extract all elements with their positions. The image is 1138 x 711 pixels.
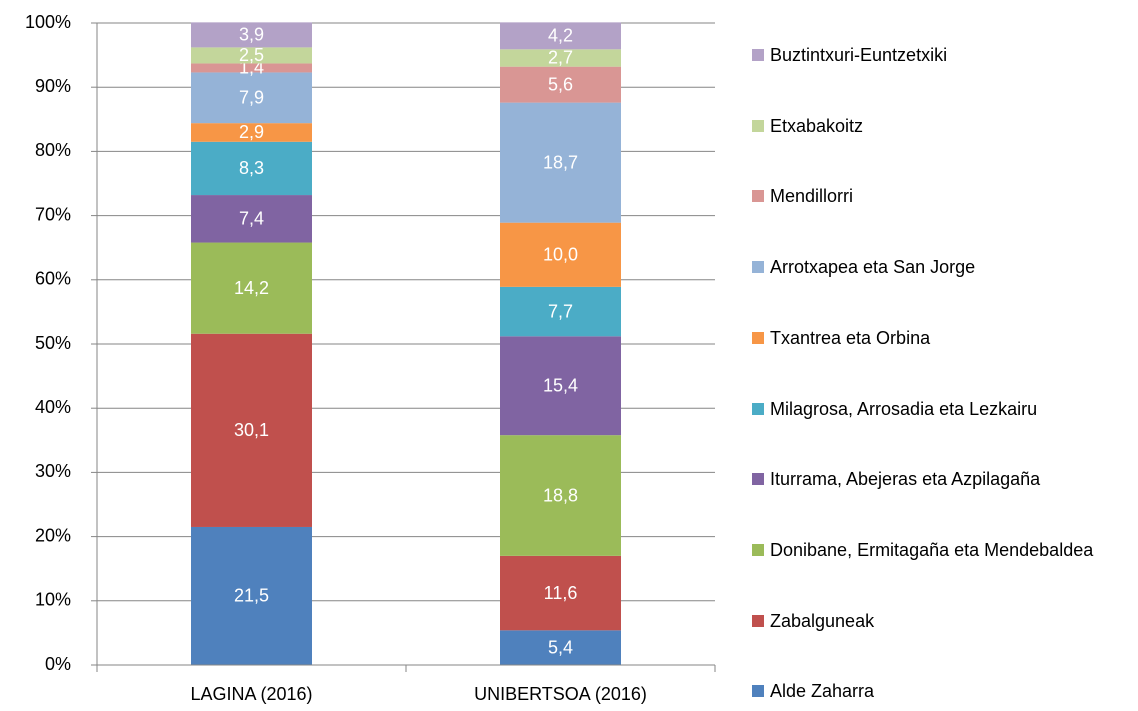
data-label: 18,7 bbox=[543, 152, 578, 172]
legend-swatch bbox=[752, 331, 764, 344]
legend-swatch bbox=[752, 543, 764, 556]
bar-segment bbox=[191, 141, 312, 196]
legend-item: Buztintxuri-Euntzetxiki bbox=[752, 43, 1132, 67]
legend-item: Mendillorri bbox=[752, 184, 1132, 208]
bar-segment bbox=[191, 526, 312, 665]
y-tick-label: 50% bbox=[35, 333, 71, 353]
bar-segment bbox=[500, 555, 621, 631]
data-label: 21,5 bbox=[234, 586, 269, 606]
data-label: 2,9 bbox=[239, 122, 264, 142]
y-tick-label: 0% bbox=[45, 654, 71, 674]
legend-label: Milagrosa, Arrosadia eta Lezkairu bbox=[770, 398, 1038, 419]
y-tick-label: 70% bbox=[35, 204, 71, 224]
legend-label: Donibane, Ermitagaña eta Mendebaldea bbox=[770, 539, 1094, 560]
legend-item: Donibane, Ermitagaña eta Mendebaldea bbox=[752, 538, 1132, 562]
legend-swatch bbox=[752, 261, 764, 274]
y-tick-label: 90% bbox=[35, 76, 71, 96]
bar-segment bbox=[500, 102, 621, 223]
legend-label: Etxabakoitz bbox=[770, 115, 864, 136]
y-tick-label: 80% bbox=[35, 140, 71, 160]
bar-segment bbox=[500, 222, 621, 287]
legend-label: Alde Zaharra bbox=[770, 681, 875, 702]
legend-label: Arrotxapea eta San Jorge bbox=[770, 257, 976, 278]
x-tick-label: LAGINA (2016) bbox=[190, 684, 312, 704]
legend-item: Alde Zaharra bbox=[752, 679, 1132, 703]
bar-segment bbox=[500, 49, 621, 67]
legend-swatch bbox=[752, 685, 764, 698]
bar-segment bbox=[191, 195, 312, 243]
bar-segment bbox=[191, 123, 312, 142]
y-tick-label: 40% bbox=[35, 397, 71, 417]
bar-segment bbox=[500, 630, 621, 665]
data-label: 8,3 bbox=[239, 158, 264, 178]
bar-segment bbox=[191, 333, 312, 527]
legend-item: Txantrea eta Orbina bbox=[752, 326, 1132, 350]
data-label: 5,4 bbox=[548, 637, 573, 657]
legend-swatch bbox=[752, 49, 764, 61]
legend-swatch bbox=[752, 473, 764, 486]
y-tick-label: 10% bbox=[35, 590, 71, 610]
y-tick-label: 30% bbox=[35, 461, 71, 481]
legend-item: Iturrama, Abejeras eta Azpilagaña bbox=[752, 467, 1132, 491]
y-tick-label: 60% bbox=[35, 269, 71, 289]
legend-swatch bbox=[752, 402, 764, 415]
data-label: 7,9 bbox=[239, 88, 264, 108]
legend-label: Iturrama, Abejeras eta Azpilagaña bbox=[770, 469, 1041, 490]
y-tick-label: 20% bbox=[35, 525, 71, 545]
bar-segment bbox=[500, 22, 621, 50]
data-label: 15,4 bbox=[543, 375, 578, 395]
data-label: 2,7 bbox=[548, 48, 573, 68]
bar-segment bbox=[500, 336, 621, 436]
bar-segment bbox=[191, 47, 312, 64]
legend-swatch bbox=[752, 190, 764, 203]
legend-label: Buztintxuri-Euntzetxiki bbox=[770, 45, 948, 65]
data-label: 18,8 bbox=[543, 485, 578, 505]
legend-label: Txantrea eta Orbina bbox=[770, 327, 931, 348]
data-label: 10,0 bbox=[543, 245, 578, 265]
x-tick-label: UNIBERTSOA (2016) bbox=[474, 684, 647, 704]
data-label: 5,6 bbox=[548, 74, 573, 94]
legend-item: Milagrosa, Arrosadia eta Lezkairu bbox=[752, 397, 1132, 421]
legend-swatch bbox=[752, 119, 764, 132]
data-label: 14,2 bbox=[234, 278, 269, 298]
y-tick-label: 100% bbox=[25, 12, 71, 32]
legend-item: Zabalguneak bbox=[752, 609, 1132, 633]
data-label: 11,6 bbox=[544, 583, 578, 603]
data-label: 7,7 bbox=[548, 301, 573, 321]
data-label: 4,2 bbox=[548, 26, 573, 46]
bar-segment bbox=[500, 286, 621, 337]
legend-label: Zabalguneak bbox=[770, 610, 875, 631]
data-label: 2,5 bbox=[239, 45, 264, 65]
bar-segment bbox=[500, 435, 621, 556]
bar-segment bbox=[500, 66, 621, 103]
legend-swatch bbox=[752, 614, 764, 627]
legend-label: Mendillorri bbox=[770, 186, 854, 207]
data-label: 30,1 bbox=[234, 420, 269, 440]
legend-item: Etxabakoitz bbox=[752, 114, 1132, 138]
data-label: 3,9 bbox=[239, 25, 264, 45]
bar-segment bbox=[191, 242, 312, 334]
bar-segment bbox=[191, 63, 312, 73]
bar-segment bbox=[191, 72, 312, 124]
legend-item: Arrotxapea eta San Jorge bbox=[752, 255, 1132, 279]
data-label: 7,4 bbox=[239, 209, 264, 229]
bar-segment bbox=[191, 22, 312, 48]
